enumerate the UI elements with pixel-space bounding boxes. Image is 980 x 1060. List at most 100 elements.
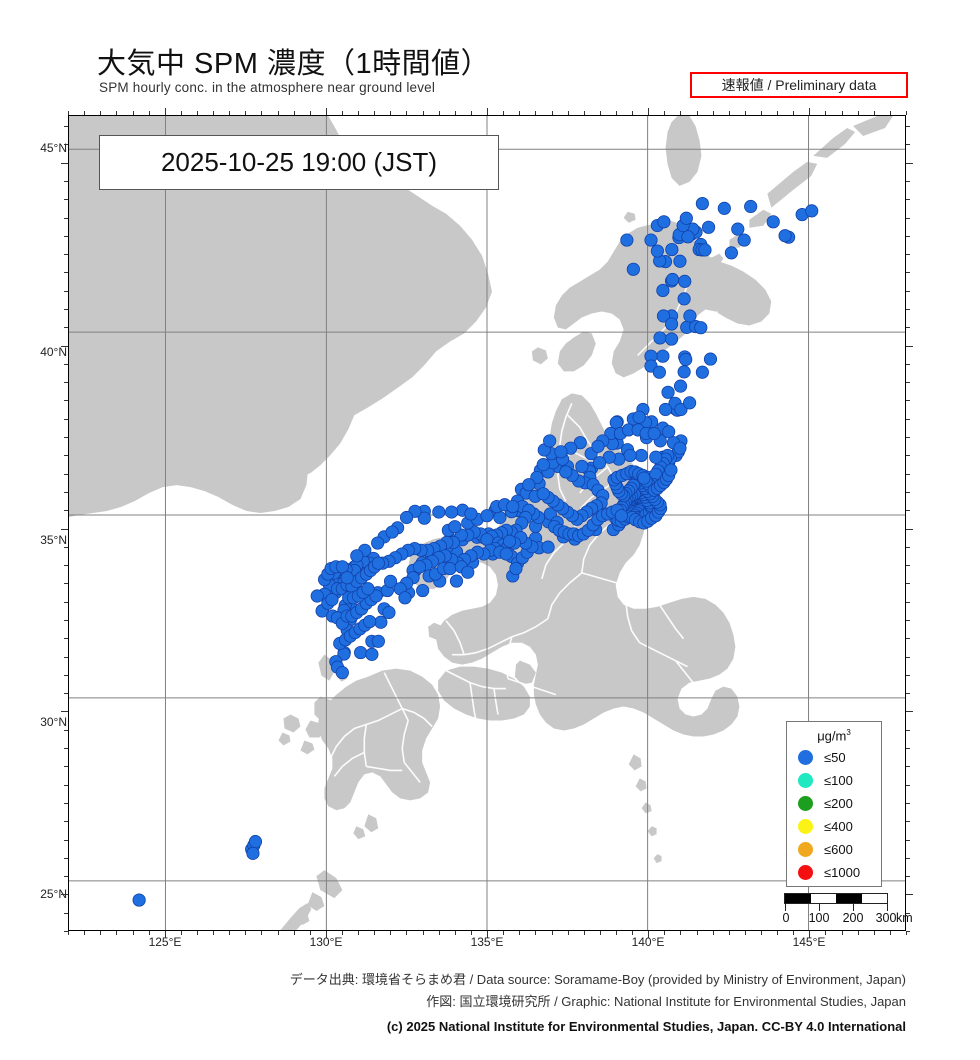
axis-tick-lon <box>213 111 214 115</box>
land-tanegashima-yakushima <box>353 814 379 840</box>
legend-item-2[interactable]: ≤200 <box>787 792 881 815</box>
axis-tick-lat <box>64 510 68 512</box>
station-point <box>731 222 745 236</box>
station-point <box>703 352 718 366</box>
scale-seg-1 <box>810 894 836 903</box>
legend-item-0[interactable]: ≤50 <box>787 746 881 769</box>
axis-tick-lon <box>358 111 360 115</box>
axis-tick-lat <box>64 254 68 255</box>
axis-tick-lon <box>261 111 263 115</box>
station-point <box>499 547 513 561</box>
axis-tick-lat <box>906 912 910 914</box>
station-point <box>620 233 634 247</box>
axis-tick-lon <box>583 111 585 115</box>
axis-tick-lon <box>245 931 247 935</box>
scale-seg-0 <box>785 894 811 903</box>
land-korea-islets <box>266 431 289 453</box>
axis-label-lat-2: 35°N <box>40 533 67 547</box>
axis-tick-lat <box>906 272 910 274</box>
axis-tick-lon <box>293 931 295 935</box>
station-point <box>698 243 712 257</box>
axis-tick-lon <box>664 931 666 935</box>
axis-tick-lat <box>906 455 910 457</box>
axis-tick-lon <box>728 931 730 935</box>
station-point <box>701 220 716 234</box>
station-point <box>363 614 377 629</box>
station-point <box>678 274 692 288</box>
map-plot-area[interactable] <box>68 115 906 931</box>
axis-tick-lat <box>64 382 68 384</box>
axis-tick-lon <box>632 111 633 115</box>
legend-item-5[interactable]: ≤1000 <box>787 861 881 884</box>
axis-tick-lat <box>64 455 68 457</box>
station-point <box>695 365 709 379</box>
axis-tick-lon <box>599 931 601 935</box>
station-point <box>766 215 780 229</box>
axis-tick-lat <box>64 199 68 201</box>
legend-swatch-5 <box>798 865 813 881</box>
axis-tick-lon <box>213 931 214 935</box>
station-point <box>412 560 427 574</box>
axis-tick-lon <box>567 111 569 115</box>
axis-tick-lon <box>374 111 376 115</box>
axis-tick-lon <box>648 108 650 115</box>
axis-tick-lat <box>906 290 910 292</box>
axis-tick-lon <box>84 111 86 115</box>
station-point <box>383 574 398 588</box>
legend-label-5: ≤1000 <box>824 865 861 881</box>
axis-tick-lat <box>906 382 910 384</box>
station-point <box>683 309 697 323</box>
axis-tick-lon <box>454 111 456 115</box>
station-point <box>658 402 673 417</box>
axis-tick-lat <box>906 931 910 932</box>
station-point <box>681 230 695 244</box>
station-point <box>592 456 607 470</box>
axis-tick-lon <box>599 111 601 115</box>
axis-tick-lon <box>325 108 327 115</box>
axis-tick-lat <box>64 235 68 237</box>
axis-tick-lon <box>470 111 472 115</box>
axis-tick-lon <box>100 931 102 935</box>
station-point <box>657 215 671 229</box>
legend-label-2: ≤200 <box>824 796 853 812</box>
land-awaji <box>514 660 536 685</box>
axis-tick-lat <box>906 126 910 127</box>
axis-label-lat-0: 45°N <box>40 141 67 155</box>
scale-unit-label: km <box>896 911 913 925</box>
preliminary-data-badge: 速報値 / Preliminary data <box>690 72 908 98</box>
axis-tick-lon <box>503 111 505 115</box>
station-point <box>335 666 349 680</box>
station-point <box>502 534 517 548</box>
axis-tick-lon <box>148 111 150 115</box>
axis-label-lon-0: 125°E <box>148 935 182 949</box>
axis-tick-lon <box>487 108 488 115</box>
axis-tick-lon <box>503 931 505 935</box>
axis-tick-lat <box>906 876 910 878</box>
station-point <box>632 410 646 424</box>
station-point <box>637 471 651 485</box>
station-point <box>509 562 523 576</box>
axis-tick-lat <box>906 308 910 310</box>
legend-item-3[interactable]: ≤400 <box>787 815 881 838</box>
axis-label-lon-4: 145°E <box>792 935 826 949</box>
axis-tick-lat <box>906 345 913 347</box>
legend-box: μg/m3 ≤50 ≤100 ≤200 ≤400 ≤600 ≤1000 <box>786 721 882 887</box>
axis-tick-lat <box>906 802 910 804</box>
scale-seg-3 <box>861 894 887 903</box>
axis-tick-lat <box>906 693 910 695</box>
axis-tick-lon <box>535 931 537 935</box>
axis-tick-lat <box>906 217 910 219</box>
axis-tick-lat <box>64 638 68 640</box>
station-point <box>677 365 691 379</box>
axis-tick-lon <box>761 111 762 115</box>
legend-item-1[interactable]: ≤100 <box>787 769 881 792</box>
axis-tick-lat <box>64 126 68 127</box>
axis-tick-lon <box>116 111 118 115</box>
axis-tick-lat <box>906 766 910 768</box>
legend-label-4: ≤600 <box>824 842 853 858</box>
axis-tick-lat <box>906 546 910 548</box>
station-point <box>626 262 640 276</box>
legend-item-4[interactable]: ≤600 <box>787 838 881 861</box>
axis-tick-lat <box>906 894 913 896</box>
legend-swatch-0 <box>798 750 813 766</box>
